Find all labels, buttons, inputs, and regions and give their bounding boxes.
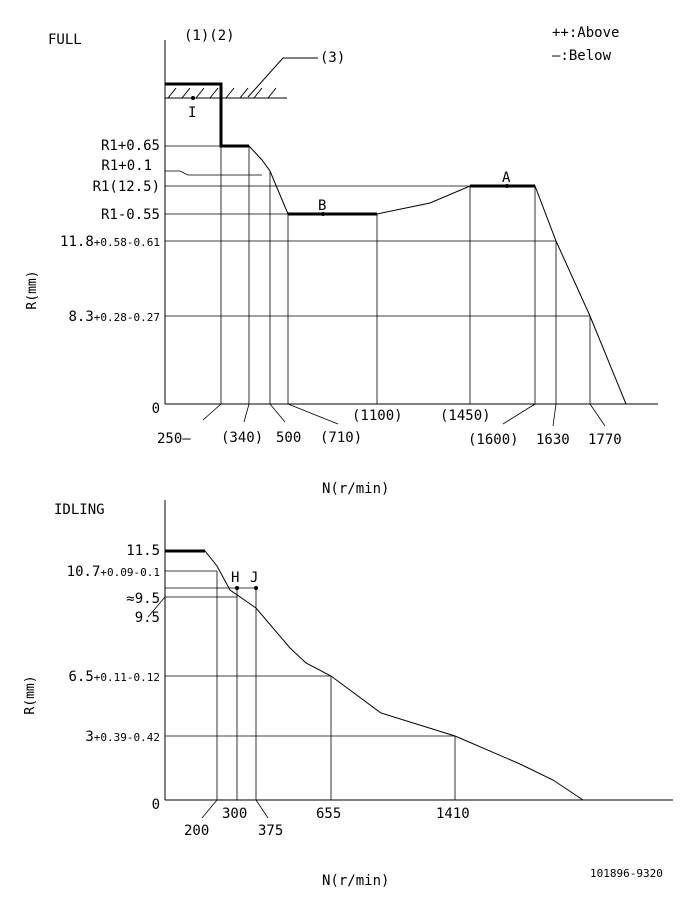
y-label-r1-plus-01: R1+0.1 (101, 158, 152, 174)
y-label-9-5-leader (147, 596, 166, 618)
full-x-leaders (202, 403, 606, 427)
point-b-label: B (318, 198, 326, 214)
full-curve (165, 83, 627, 405)
x-label-1100: (1100) (352, 408, 403, 424)
y-label-3: 3+0.39-0.42 (85, 729, 160, 745)
idling-x-title: N(r/min) (322, 873, 389, 889)
full-vertical-lines (220, 146, 591, 404)
x-label-1410: 1410 (436, 806, 470, 822)
point-j-dot (254, 586, 258, 590)
y-label-r1-125: R1(12.5) (93, 179, 160, 195)
x-label-1450: (1450) (440, 408, 491, 424)
x-label-300: 300 (222, 806, 247, 822)
ref-label-1-2: (1)(2) (184, 28, 235, 44)
leader-3 (247, 57, 318, 98)
y-label-11-8: 11.8+0.58-0.61 (60, 234, 160, 250)
y-label-r1-minus-055: R1-0.55 (101, 207, 160, 223)
idling-vertical-lines (216, 571, 456, 800)
y-label-approx-9-5: ≈9.5 (126, 591, 160, 607)
point-j-label: J (250, 570, 258, 586)
x-label-200: 200 (184, 823, 209, 839)
full-curve-bold-left (165, 82, 249, 148)
x-label-250: 250— (157, 431, 191, 447)
full-chart: FULL (1)(2) (3) ++:Above —:Below (25, 25, 658, 497)
y-label-8-3: 8.3+0.28-0.27 (68, 309, 160, 325)
idling-chart: IDLING H J 11.5 10.7+0.09-0.1 (23, 500, 673, 889)
point-i-label: I (188, 105, 196, 121)
idling-zero-label: 0 (152, 797, 160, 813)
x-label-1600: (1600) (468, 432, 519, 448)
point-b-dot (321, 212, 325, 216)
idling-x-leaders (201, 799, 269, 819)
full-x-title: N(r/min) (322, 481, 389, 497)
full-y-title: R(mm) (25, 270, 40, 309)
x-label-1770: 1770 (588, 432, 622, 448)
y-label-9-5: 9.5 (135, 610, 160, 626)
x-label-1630: 1630 (536, 432, 570, 448)
y-label-6-5: 6.5+0.11-0.12 (68, 669, 160, 685)
legend-above: ++:Above (552, 25, 619, 41)
y-label-11-5: 11.5 (126, 543, 160, 559)
point-a-label: A (502, 170, 511, 186)
idling-y-title: R(mm) (23, 675, 38, 714)
drawing-code: 101896-9320 (590, 867, 663, 880)
x-label-375: 375 (258, 823, 283, 839)
point-i-dot (191, 96, 195, 100)
ref-label-3: (3) (320, 50, 345, 66)
x-label-655: 655 (316, 806, 341, 822)
x-label-340: (340) (221, 430, 263, 446)
point-a-dot (505, 184, 509, 188)
idling-reference-lines (165, 570, 455, 737)
idling-title: IDLING (54, 502, 105, 518)
legend-below: —:Below (552, 48, 612, 64)
point-h-dot (235, 586, 239, 590)
x-label-500: 500 (276, 430, 301, 446)
stopper-hatch (165, 87, 287, 99)
x-label-710: (710) (320, 430, 362, 446)
full-zero-label: 0 (152, 401, 160, 417)
point-h-label: H (231, 570, 239, 586)
full-reference-lines (165, 145, 590, 317)
full-title: FULL (48, 32, 82, 48)
y-label-10-7: 10.7+0.09-0.1 (67, 564, 160, 580)
y-label-r1-plus-065: R1+0.65 (101, 138, 160, 154)
idling-curve (165, 550, 584, 801)
